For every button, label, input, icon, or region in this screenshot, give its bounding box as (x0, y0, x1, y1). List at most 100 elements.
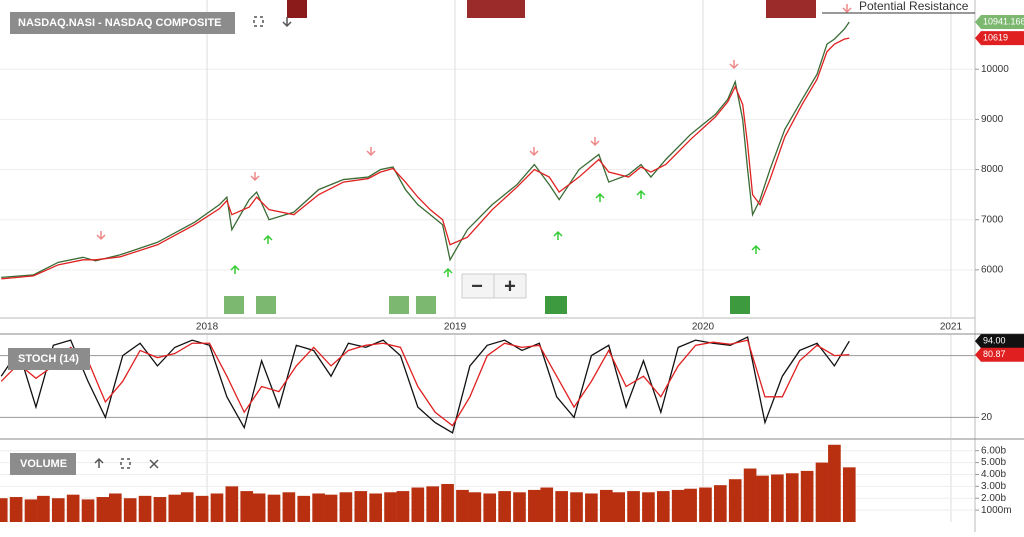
bar (210, 493, 224, 522)
bar (627, 491, 640, 522)
bar (138, 495, 152, 522)
bar (756, 475, 769, 522)
signals (96, 0, 852, 314)
bar (354, 491, 368, 522)
line (1, 37, 850, 280)
bar (800, 470, 814, 522)
y-tick-label: 8000 (981, 164, 1004, 175)
value-tag-label: 80.87 (983, 349, 1006, 359)
bar (297, 495, 311, 522)
bar (483, 493, 497, 522)
y-tick-label: 1000m (981, 505, 1012, 516)
zoom-out[interactable]: − (471, 275, 483, 297)
bar (123, 498, 137, 522)
bar (51, 498, 65, 522)
value-tag (975, 31, 1024, 46)
bar (528, 489, 541, 522)
chart-title: NASDAQ.NASI - NASDAQ COMPOSITE (18, 17, 222, 29)
buy-marker (416, 296, 436, 314)
bar (24, 499, 38, 522)
y-tick-label: 7000 (981, 214, 1004, 225)
value-tag-label: 94.00 (983, 336, 1006, 346)
title-box (10, 12, 235, 34)
bar (168, 494, 182, 522)
y-tick-label: 6.00b (981, 445, 1006, 456)
bar (282, 492, 296, 522)
buy-marker (545, 296, 567, 314)
bar (369, 493, 382, 522)
bar (743, 468, 757, 522)
x-tick-label: 2018 (196, 322, 219, 333)
bar (324, 494, 338, 522)
buy-marker (389, 296, 409, 314)
bar (714, 485, 727, 522)
bar (771, 474, 784, 522)
y-tick-label: 5.00b (981, 457, 1006, 468)
down-arrows (96, 4, 852, 241)
bar (426, 486, 440, 522)
bar (339, 492, 353, 522)
bar (468, 492, 482, 522)
bar (728, 479, 742, 522)
bar (240, 491, 254, 522)
bar (0, 498, 8, 522)
bar (656, 491, 670, 522)
x-tick-label: 2021 (940, 322, 963, 333)
y-tick-label: 4.00b (981, 469, 1006, 480)
line (1, 21, 850, 279)
bar (9, 497, 23, 522)
y-tick-label: 6000 (981, 264, 1004, 275)
bar (153, 497, 167, 522)
panel-title: STOCH (14) (18, 353, 79, 365)
buy-marker (224, 296, 244, 314)
plots: 6000 7000 8000 9000 10000 2018 2019 2020 2021 109… (0, 0, 1024, 522)
bar (642, 492, 655, 522)
bar (599, 489, 613, 522)
y-tick-label: 9000 (981, 114, 1004, 125)
y-tick-label: 20 (981, 412, 993, 423)
bar (252, 493, 266, 522)
x-tick-label: 2020 (692, 322, 715, 333)
bar (66, 494, 80, 522)
bar (456, 489, 469, 522)
icons (94, 16, 292, 469)
bar (411, 487, 425, 522)
buy-marker (256, 296, 276, 314)
zoom-in[interactable]: + (504, 275, 516, 297)
bar (570, 492, 583, 522)
buy-marker (730, 296, 750, 314)
bar (396, 491, 410, 522)
bar (195, 495, 209, 522)
value-tag (975, 347, 1024, 362)
bar (815, 462, 829, 522)
value-tag-label: 10619 (983, 33, 1008, 43)
y-tick-label: 3.00b (981, 481, 1006, 492)
bar (312, 493, 325, 522)
bar (671, 489, 685, 522)
bar (81, 499, 95, 522)
panel-title: VOLUME (20, 458, 67, 470)
title-box (10, 453, 76, 475)
bar (785, 473, 799, 522)
bar (699, 487, 712, 522)
bar (828, 444, 841, 522)
y-tick-label: 2.00b (981, 493, 1006, 504)
value-tag-label: 10941.166 (983, 16, 1024, 26)
bar (498, 491, 511, 522)
x-tick-label: 2019 (444, 322, 467, 333)
bar (108, 493, 122, 522)
bar (180, 492, 194, 522)
bar (225, 486, 239, 522)
y-tick-label: 10000 (981, 64, 1009, 75)
bar (684, 488, 697, 522)
bar (842, 467, 856, 522)
bar (612, 492, 625, 522)
value-tag (975, 334, 1024, 349)
line (0, 339, 850, 427)
bar (555, 491, 568, 522)
bar (441, 483, 454, 522)
bar (96, 497, 110, 522)
annotation: Potential Resistance (859, 0, 969, 13)
sell-marker (287, 0, 307, 18)
